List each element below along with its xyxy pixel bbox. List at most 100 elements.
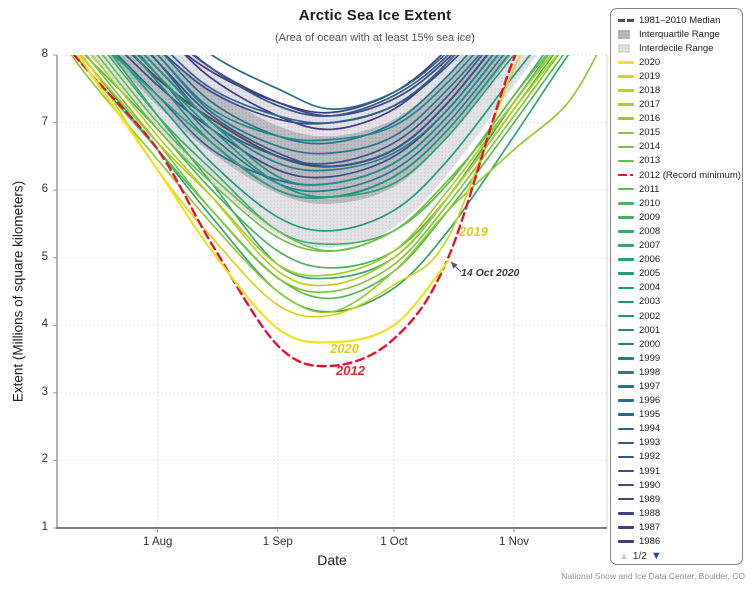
- legend-item-2014-label: 2014: [639, 141, 661, 153]
- legend-item-1998-label: 1998: [639, 366, 661, 378]
- legend-item-2006[interactable]: 2006: [618, 253, 742, 267]
- legend-item-1988-label: 1988: [639, 507, 661, 519]
- series-line-1992[interactable]: [57, 0, 607, 118]
- series-line-1999[interactable]: [57, 0, 607, 193]
- legend-page-indicator: 1/2: [632, 550, 647, 562]
- series-line-1987[interactable]: [57, 0, 607, 131]
- legend-item-2005[interactable]: 2005: [618, 267, 742, 281]
- series-line-1986[interactable]: [57, 0, 607, 114]
- legend-item-2006-label: 2006: [639, 254, 661, 266]
- legend-item-1995[interactable]: 1995: [618, 408, 742, 422]
- legend-item-2007[interactable]: 2007: [618, 239, 742, 253]
- legend-page-up-arrow[interactable]: ▲: [619, 550, 629, 562]
- legend-swatch: [618, 103, 634, 106]
- series-line-2012[interactable]: [57, 0, 607, 368]
- series-line-2018[interactable]: [57, 1, 607, 287]
- series-line-2000[interactable]: [57, 0, 607, 172]
- legend-item-2007-label: 2007: [639, 240, 661, 252]
- legend-item-1996[interactable]: 1996: [618, 394, 742, 408]
- series-line-1993[interactable]: [57, 0, 607, 165]
- legend-item-2009-label: 2009: [639, 211, 661, 223]
- legend-item-2008-label: 2008: [639, 225, 661, 237]
- legend-item-2018[interactable]: 2018: [618, 83, 742, 97]
- axes: [53, 54, 608, 532]
- series-line-2017[interactable]: [57, 0, 607, 277]
- legend-item-2016[interactable]: 2016: [618, 112, 742, 126]
- series-line-2003[interactable]: [57, 0, 607, 186]
- legend-swatch: [618, 18, 634, 22]
- series-line-2005[interactable]: [57, 0, 607, 232]
- legend-item-1998[interactable]: 1998: [618, 365, 742, 379]
- legend-item-2005-label: 2005: [639, 268, 661, 280]
- legend-item-1997-label: 1997: [639, 380, 661, 392]
- attribution-text: National Snow and Ice Data Center, Bould…: [561, 571, 745, 581]
- legend-item-1990[interactable]: 1990: [618, 478, 742, 492]
- legend-item-1993[interactable]: 1993: [618, 436, 742, 450]
- series-line-2006[interactable]: [57, 0, 607, 199]
- legend-item-2004-label: 2004: [639, 282, 661, 294]
- legend-item-2015-label: 2015: [639, 127, 661, 139]
- legend-item-1994[interactable]: 1994: [618, 422, 742, 436]
- legend-item-1987[interactable]: 1987: [618, 520, 742, 534]
- legend-item-idr[interactable]: Interdecile Range: [618, 41, 742, 55]
- label-last-date: 14 Oct 2020: [461, 267, 520, 279]
- legend-item-2013[interactable]: 2013: [618, 154, 742, 168]
- legend-swatch: [618, 469, 634, 473]
- legend-item-2008[interactable]: 2008: [618, 224, 742, 238]
- legend-item-2010[interactable]: 2010: [618, 196, 742, 210]
- legend-item-2017[interactable]: 2017: [618, 98, 742, 112]
- y-tick-label: 8: [41, 48, 48, 60]
- chart-title: Arctic Sea Ice Extent: [298, 7, 452, 24]
- legend-item-2015[interactable]: 2015: [618, 126, 742, 140]
- series-line-2001[interactable]: [57, 0, 607, 142]
- legend-item-1992[interactable]: 1992: [618, 450, 742, 464]
- legend-item-1994-label: 1994: [639, 423, 661, 435]
- series-line-2011[interactable]: [57, 1, 607, 300]
- legend-item-1989[interactable]: 1989: [618, 492, 742, 506]
- legend-item-2011[interactable]: 2011: [618, 182, 742, 196]
- series-line-1994[interactable]: [57, 0, 607, 124]
- legend-swatch: [618, 526, 634, 529]
- series-line-2020[interactable]: [57, 21, 450, 344]
- legend-item-1997[interactable]: 1997: [618, 379, 742, 393]
- legend-item-2019[interactable]: 2019: [618, 69, 742, 83]
- legend-item-1990-label: 1990: [639, 479, 661, 491]
- legend-page-down-arrow[interactable]: ▼: [650, 550, 662, 563]
- legend-item-2004[interactable]: 2004: [618, 281, 742, 295]
- legend-item-2001-label: 2001: [639, 324, 661, 336]
- legend-item-1992-label: 1992: [639, 451, 661, 463]
- legend-item-2009[interactable]: 2009: [618, 210, 742, 224]
- legend-item-2014[interactable]: 2014: [618, 140, 742, 154]
- legend-item-1999[interactable]: 1999: [618, 351, 742, 365]
- series-line-1996[interactable]: [57, 0, 607, 110]
- legend-swatch: [618, 342, 634, 346]
- legend-swatch: [618, 441, 634, 445]
- legend-item-1988[interactable]: 1988: [618, 506, 742, 520]
- legend-item-1986-label: 1986: [639, 536, 661, 548]
- series-line-1997[interactable]: [57, 0, 607, 145]
- legend-swatch: [618, 43, 630, 53]
- legend-swatch: [618, 371, 634, 374]
- annotation-arrow: [450, 261, 462, 273]
- series-line-2016[interactable]: [57, 35, 607, 314]
- legend-item-median[interactable]: 1981–2010 Median: [618, 13, 742, 27]
- series-line-1990[interactable]: [57, 0, 607, 179]
- series-line-2015[interactable]: [57, 0, 607, 294]
- legend-item-2020[interactable]: 2020: [618, 55, 742, 69]
- legend-item-2003-label: 2003: [639, 296, 661, 308]
- legend-panel: 1981–2010 Median Interquartile Range Inter…: [610, 8, 743, 565]
- legend-item-2000[interactable]: 2000: [618, 337, 742, 351]
- series-line-1998[interactable]: [57, 0, 607, 155]
- legend-item-2001[interactable]: 2001: [618, 323, 742, 337]
- legend-swatch: [618, 427, 634, 431]
- legend-item-2002[interactable]: 2002: [618, 309, 742, 323]
- legend-item-idr-label: Interdecile Range: [639, 42, 714, 54]
- legend-item-iqr[interactable]: Interquartile Range: [618, 27, 742, 41]
- series-line-1991[interactable]: [57, 0, 607, 168]
- legend-item-2012[interactable]: 2012 (Record minimum): [618, 168, 742, 182]
- legend-item-2003[interactable]: 2003: [618, 295, 742, 309]
- legend-item-1991[interactable]: 1991: [618, 464, 742, 478]
- legend-item-1986[interactable]: 1986: [618, 534, 742, 548]
- legend-swatch: [618, 286, 634, 290]
